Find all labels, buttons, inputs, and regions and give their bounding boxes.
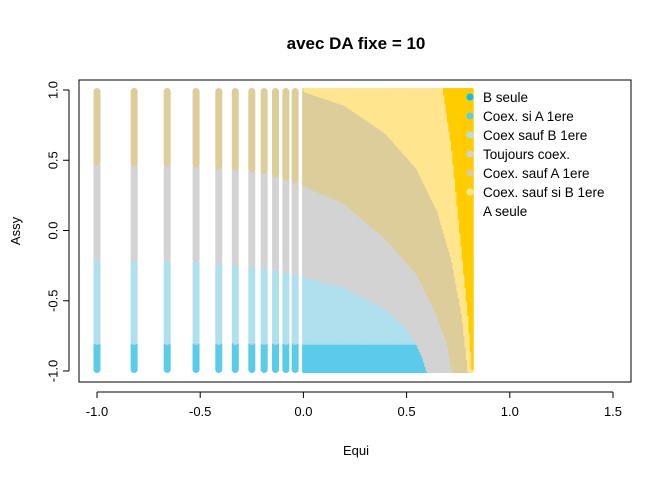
column-segment [192, 163, 200, 264]
y-tick-label: 0.0 [45, 221, 60, 239]
column-segment [93, 161, 101, 261]
column-segment [260, 170, 268, 270]
x-tick-label: 1.5 [604, 404, 622, 419]
column-segment [130, 162, 138, 262]
column-segment [282, 340, 290, 373]
column-segment [260, 265, 268, 345]
data-column [248, 88, 256, 373]
plot-area [93, 88, 474, 373]
chart-title: avec DA fixe = 10 [287, 34, 426, 53]
x-tick-label: 0.0 [294, 404, 312, 419]
column-segment [248, 88, 256, 173]
y-tick-label: -1.0 [45, 360, 60, 382]
column-segment [163, 340, 171, 373]
x-axis-label: Equi [343, 443, 369, 458]
y-axis-label: Assy [8, 216, 23, 245]
data-column [282, 88, 290, 373]
legend-marker [466, 169, 474, 177]
column-segment [272, 173, 280, 272]
legend-marker [466, 188, 474, 196]
column-segment [231, 88, 239, 172]
data-column [130, 88, 138, 373]
column-segment [291, 179, 299, 276]
column-segment [471, 88, 474, 371]
column-segment [272, 88, 280, 178]
column-segment [282, 176, 290, 274]
legend-item: Coex sauf B 1ere [466, 128, 587, 143]
legend-label: A seule [483, 204, 527, 219]
legend-label: Coex. si A 1ere [483, 109, 574, 124]
column-segment [192, 259, 200, 345]
column-segment [291, 271, 299, 345]
legend-item: Coex. si A 1ere [466, 109, 574, 124]
column-segment [130, 88, 138, 167]
x-tick-label: 0.5 [398, 404, 416, 419]
column-segment [231, 340, 239, 373]
column-segment [130, 340, 138, 373]
legend-label: Coex sauf B 1ere [483, 128, 587, 143]
legend-marker [466, 112, 474, 120]
y-axis: -1.0 -0.5 0.0 0.5 1.0 [45, 81, 70, 382]
y-tick-label: 0.5 [45, 151, 60, 169]
x-axis: -1.0 -0.5 0.0 0.5 1.0 1.5 [86, 391, 622, 419]
legend-marker [466, 150, 474, 158]
data-column [192, 88, 200, 373]
data-column [272, 88, 280, 373]
column-segment [163, 162, 171, 263]
column-segment [130, 257, 138, 345]
column-segment [93, 340, 101, 373]
column-segment [260, 88, 268, 175]
y-tick-label: -0.5 [45, 290, 60, 312]
column-segment [291, 88, 299, 184]
column-segment [291, 340, 299, 373]
data-column [163, 88, 171, 373]
legend-marker [466, 207, 474, 215]
column-segment [248, 168, 256, 269]
legend-marker [466, 93, 474, 101]
column-segment [93, 256, 101, 345]
column-segment [215, 261, 223, 345]
column-segment [163, 258, 171, 345]
column-segment [192, 340, 200, 373]
legend-item: B seule [466, 90, 528, 105]
column-segment [272, 267, 280, 345]
data-column [93, 88, 101, 373]
column-segment [93, 88, 101, 166]
plot-frame [78, 79, 632, 383]
data-column [291, 88, 299, 373]
legend-label: Coex. sauf A 1ere [483, 166, 590, 181]
column-segment [231, 262, 239, 345]
column-segment [282, 269, 290, 345]
legend-label: B seule [483, 90, 528, 105]
legend-label: Toujours coex. [483, 147, 570, 162]
column-segment [215, 340, 223, 373]
legend-item: Toujours coex. [466, 147, 570, 162]
column-segment [215, 165, 223, 266]
legend-item: Coex. sauf si B 1ere [466, 185, 605, 200]
column-segment [260, 340, 268, 373]
column-segment [248, 340, 256, 373]
y-tick-label: 1.0 [45, 81, 60, 99]
column-segment [215, 88, 223, 170]
legend-label: Coex. sauf si B 1ere [483, 185, 605, 200]
column-segment [272, 340, 280, 373]
column-segment [282, 88, 290, 181]
x-tick-label: 1.0 [501, 404, 519, 419]
data-column [231, 88, 239, 373]
legend-marker [466, 131, 474, 139]
legend-item: Coex. sauf A 1ere [466, 166, 590, 181]
column-segment [231, 167, 239, 267]
legend-item: A seule [466, 204, 527, 219]
column-segment [192, 88, 200, 168]
column-segment [163, 88, 171, 167]
legend: B seule Coex. si A 1ere Coex sauf B 1ere To… [466, 90, 605, 219]
data-column [471, 88, 474, 373]
data-column [215, 88, 223, 373]
column-segment [248, 264, 256, 345]
data-column [260, 88, 268, 373]
x-tick-label: -0.5 [189, 404, 211, 419]
x-tick-label: -1.0 [86, 404, 108, 419]
